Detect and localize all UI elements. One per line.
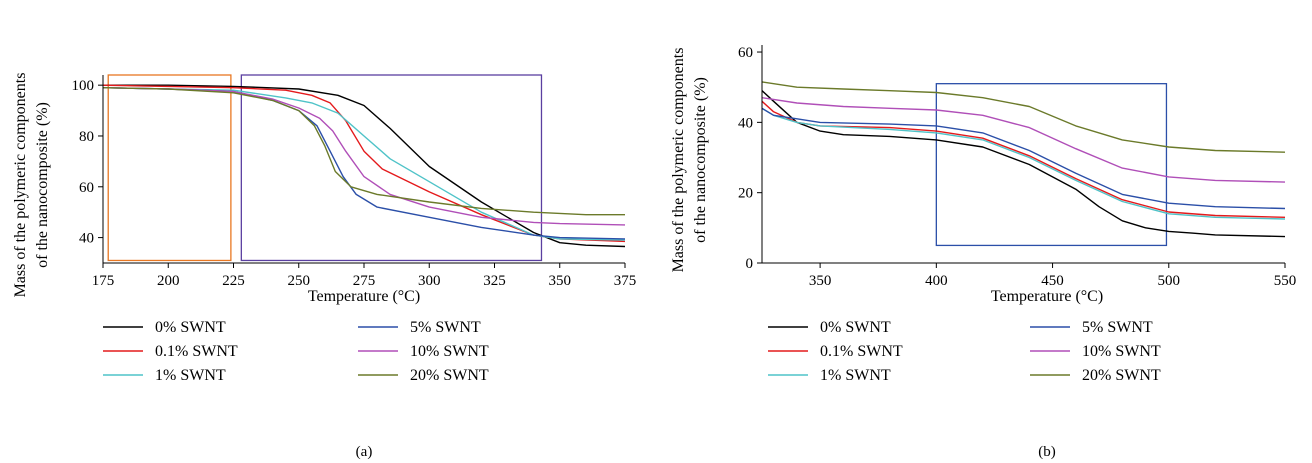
x-tick-label: 250 bbox=[288, 273, 311, 289]
legend-item: 0.1% SWNT bbox=[103, 343, 238, 360]
legend: 0% SWNT 0.1% SWNT 1% SWNT 5% SWNT 10% SWNT 20… bbox=[103, 319, 489, 384]
legend-label: 5% SWNT bbox=[1082, 319, 1153, 336]
highlight-boxes bbox=[935, 83, 1168, 247]
legend-label: 1% SWNT bbox=[820, 367, 891, 384]
legend-item: 20% SWNT bbox=[1030, 367, 1161, 384]
series-line-5-swnt bbox=[761, 107, 1286, 210]
legend-item: 20% SWNT bbox=[358, 367, 489, 384]
legend-label: 0.1% SWNT bbox=[155, 343, 238, 360]
x-tick-label: 450 bbox=[1041, 273, 1064, 289]
y-tick-label: 20 bbox=[738, 186, 753, 202]
series-line-0-swnt bbox=[761, 90, 1286, 238]
x-axis-label: Temperature (°C) bbox=[991, 288, 1103, 305]
x-ticks: 175 200 225 250 275 300 325 350 375 bbox=[92, 263, 637, 289]
x-tick-label: 175 bbox=[92, 273, 115, 289]
chart-panel-a: 175 200 225 250 275 300 325 350 375 40 60 80 100 Te… bbox=[12, 73, 636, 460]
chart-panel-b: 350 400 450 500 550 0 20 40 60 Temperature (°C)… bbox=[670, 45, 1296, 460]
highlight-boxes bbox=[107, 74, 543, 262]
y-ticks: 0 20 40 60 bbox=[738, 45, 762, 272]
panel-caption: (a) bbox=[356, 444, 373, 460]
x-tick-label: 350 bbox=[809, 273, 832, 289]
x-tick-label: 500 bbox=[1158, 273, 1181, 289]
y-tick-label: 0 bbox=[746, 256, 754, 272]
highlight-box-2 bbox=[240, 74, 543, 262]
x-axis-label: Temperature (°C) bbox=[308, 288, 420, 305]
series-line-1-swnt bbox=[761, 107, 1286, 220]
y-ticks: 40 60 80 100 bbox=[72, 78, 103, 247]
series-line-5-swnt bbox=[102, 87, 626, 240]
legend-item: 0% SWNT bbox=[103, 319, 226, 336]
legend-item: 0% SWNT bbox=[768, 319, 891, 336]
series-line-0-1-swnt bbox=[102, 84, 626, 243]
legend-label: 20% SWNT bbox=[410, 367, 489, 384]
legend-item: 1% SWNT bbox=[768, 367, 891, 384]
series-lines bbox=[761, 81, 1286, 238]
y-tick-label: 100 bbox=[72, 78, 95, 94]
legend-label: 1% SWNT bbox=[155, 367, 226, 384]
x-tick-label: 200 bbox=[157, 273, 180, 289]
y-axis-label-line-2: of the nanocomposite (%) bbox=[692, 77, 709, 243]
legend-item: 5% SWNT bbox=[358, 319, 481, 336]
x-ticks: 350 400 450 500 550 bbox=[809, 263, 1296, 289]
legend-label: 10% SWNT bbox=[1082, 343, 1161, 360]
series-line-1-swnt bbox=[102, 87, 626, 241]
y-tick-label: 40 bbox=[79, 231, 94, 247]
y-tick-label: 40 bbox=[738, 115, 753, 131]
legend-item: 5% SWNT bbox=[1030, 319, 1153, 336]
y-tick-label: 60 bbox=[79, 180, 94, 196]
panel-caption: (b) bbox=[1038, 444, 1056, 460]
legend-label: 20% SWNT bbox=[1082, 367, 1161, 384]
y-axis-label-line-1: Mass of the polymeric components bbox=[12, 73, 29, 298]
series-line-0-swnt bbox=[103, 84, 626, 248]
highlight-box-1 bbox=[935, 83, 1168, 247]
legend-item: 1% SWNT bbox=[103, 367, 226, 384]
x-tick-label: 400 bbox=[925, 273, 948, 289]
x-tick-label: 375 bbox=[614, 273, 637, 289]
legend-label: 5% SWNT bbox=[410, 319, 481, 336]
x-tick-label: 550 bbox=[1274, 273, 1297, 289]
legend-label: 10% SWNT bbox=[410, 343, 489, 360]
series-line-10-swnt bbox=[102, 87, 626, 226]
y-tick-label: 80 bbox=[79, 129, 94, 145]
x-tick-label: 300 bbox=[418, 273, 441, 289]
x-tick-label: 350 bbox=[549, 273, 572, 289]
x-tick-label: 225 bbox=[222, 273, 245, 289]
y-tick-label: 60 bbox=[738, 45, 753, 61]
series-line-10-swnt bbox=[761, 97, 1286, 183]
series-lines bbox=[102, 84, 626, 248]
legend: 0% SWNT 0.1% SWNT 1% SWNT 5% SWNT 10% SWNT 20… bbox=[768, 319, 1161, 384]
legend-label: 0% SWNT bbox=[820, 319, 891, 336]
legend-item: 0.1% SWNT bbox=[768, 343, 903, 360]
y-axis-label-line-1: Mass of the polymeric components bbox=[670, 48, 687, 273]
legend-label: 0.1% SWNT bbox=[820, 343, 903, 360]
series-line-0-1-swnt bbox=[761, 100, 1286, 218]
legend-item: 10% SWNT bbox=[358, 343, 489, 360]
legend-label: 0% SWNT bbox=[155, 319, 226, 336]
legend-item: 10% SWNT bbox=[1030, 343, 1161, 360]
series-line-20-swnt bbox=[102, 87, 625, 216]
series-line-20-swnt bbox=[761, 81, 1286, 153]
x-tick-label: 325 bbox=[483, 273, 506, 289]
y-axis-label-line-2: of the nanocomposite (%) bbox=[34, 102, 51, 268]
x-tick-label: 275 bbox=[353, 273, 376, 289]
highlight-box-1 bbox=[107, 74, 232, 262]
